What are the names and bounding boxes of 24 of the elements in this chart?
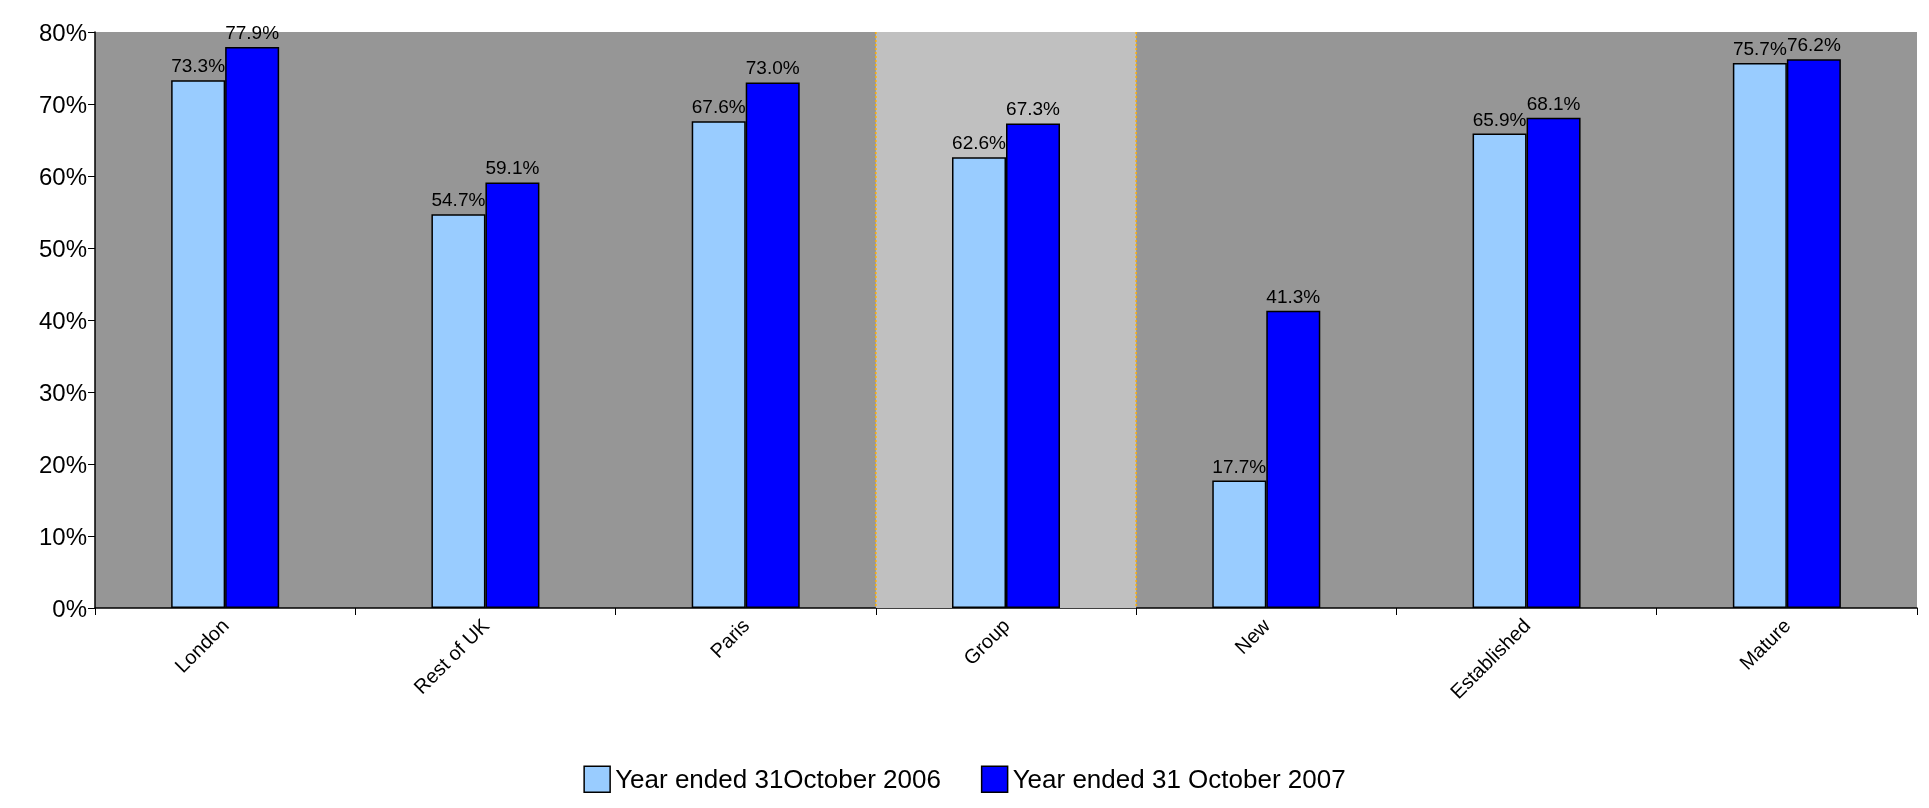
data-label: 17.7%: [1212, 455, 1267, 477]
y-tick-label: 80%: [38, 18, 87, 46]
y-tick-label: 0%: [52, 594, 87, 622]
legend-label: Year ended 31October 2006: [615, 764, 941, 795]
data-label: 73.0%: [745, 57, 800, 79]
data-label: 54.7%: [431, 189, 486, 211]
data-label: 67.6%: [691, 96, 746, 118]
data-label: 75.7%: [1732, 37, 1787, 59]
data-label: 41.3%: [1266, 285, 1321, 307]
y-tick-label: 70%: [38, 90, 87, 118]
y-tick-label: 10%: [38, 522, 87, 550]
data-label: 62.6%: [952, 132, 1007, 154]
legend-label: Year ended 31 October 2007: [1012, 764, 1346, 795]
data-label: 65.9%: [1472, 108, 1527, 130]
data-label: 68.1%: [1526, 92, 1581, 114]
y-tick-label: 60%: [38, 162, 87, 190]
data-label: 67.3%: [1006, 98, 1061, 120]
data-label: 76.2%: [1786, 34, 1841, 56]
y-tick-label: 40%: [38, 306, 87, 334]
y-tick-label: 50%: [38, 234, 87, 262]
data-label: 73.3%: [171, 55, 226, 77]
y-tick-label: 30%: [38, 378, 87, 406]
data-label: 59.1%: [485, 157, 540, 179]
y-tick-label: 20%: [38, 450, 87, 478]
